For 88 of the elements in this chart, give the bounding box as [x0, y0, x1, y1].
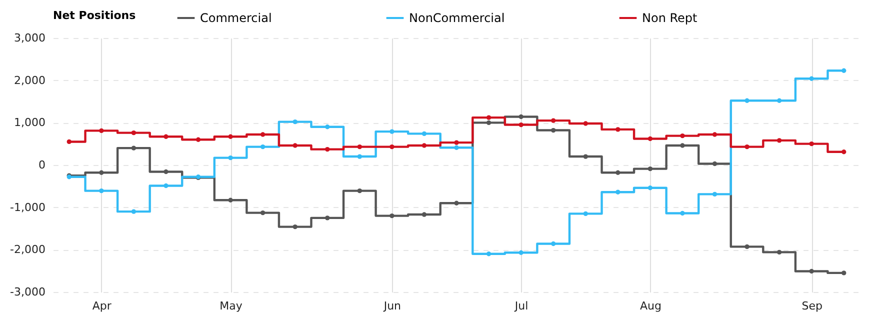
x-tick-label: Aug	[640, 300, 662, 312]
point	[164, 183, 168, 188]
point	[99, 188, 104, 194]
point	[842, 150, 846, 154]
x-tick-label: Jul	[514, 300, 528, 312]
x-tick-label: Jun	[382, 300, 402, 312]
y-tick-label: -2,000	[10, 243, 46, 256]
x-tick-label: Sep	[802, 300, 822, 312]
point	[357, 144, 362, 150]
point	[680, 143, 685, 148]
point	[486, 252, 492, 256]
y-tick-label: 0	[38, 158, 46, 172]
point	[809, 76, 814, 81]
point	[648, 166, 653, 172]
point	[325, 124, 330, 130]
y-tick-label: 1,000	[14, 116, 46, 130]
point	[164, 134, 168, 139]
point	[66, 139, 72, 144]
point	[776, 250, 782, 255]
point	[422, 131, 427, 136]
point	[518, 250, 524, 255]
point	[390, 144, 394, 150]
point	[390, 213, 394, 218]
point	[616, 127, 620, 132]
x-tick-label: May	[220, 300, 243, 312]
point	[583, 154, 588, 159]
point	[712, 161, 718, 166]
point	[99, 170, 104, 175]
point	[131, 130, 136, 136]
point	[131, 209, 136, 214]
point	[842, 270, 846, 276]
point	[164, 169, 168, 174]
point	[454, 200, 459, 206]
point	[648, 186, 653, 190]
point	[680, 133, 685, 138]
point	[228, 198, 233, 202]
point	[550, 128, 556, 133]
point	[486, 120, 492, 126]
point	[196, 137, 201, 142]
point	[616, 190, 620, 194]
point	[260, 210, 266, 216]
point	[518, 114, 524, 120]
point	[616, 170, 620, 175]
point	[744, 144, 750, 150]
point	[228, 134, 233, 139]
point	[422, 212, 427, 217]
point	[260, 132, 266, 137]
y-tick-label: -3,000	[10, 286, 46, 298]
point	[292, 119, 298, 124]
point	[325, 146, 330, 152]
point	[583, 211, 588, 216]
point	[131, 146, 136, 150]
point	[648, 136, 653, 142]
point	[99, 128, 104, 134]
legend-label: NonCommercial	[409, 11, 505, 25]
point	[260, 144, 266, 150]
point	[357, 154, 362, 159]
point	[809, 268, 814, 274]
x-tick-label: Apr	[92, 300, 112, 312]
point	[583, 121, 588, 126]
point	[454, 140, 459, 145]
point	[680, 210, 685, 216]
point	[744, 244, 750, 250]
point	[325, 216, 330, 220]
y-tick-label: 3,000	[14, 32, 46, 44]
point	[842, 68, 846, 73]
point	[390, 129, 394, 134]
point	[357, 188, 362, 194]
legend-label: Commercial	[200, 11, 272, 25]
y-tick-label: 2,000	[14, 74, 46, 87]
point	[518, 122, 524, 128]
point	[809, 141, 814, 146]
point	[292, 143, 298, 148]
point	[776, 138, 782, 143]
point	[228, 155, 233, 160]
point	[712, 192, 718, 197]
point	[292, 224, 298, 230]
point	[550, 241, 556, 246]
point	[550, 118, 556, 123]
point	[744, 98, 750, 103]
point	[454, 145, 459, 150]
legend-title: Net Positions	[53, 9, 136, 22]
point	[712, 132, 718, 137]
point	[486, 115, 492, 120]
legend-label: Non Rept	[642, 11, 698, 25]
point	[422, 143, 427, 148]
y-tick-label: -1,000	[10, 200, 46, 214]
point	[776, 98, 782, 103]
